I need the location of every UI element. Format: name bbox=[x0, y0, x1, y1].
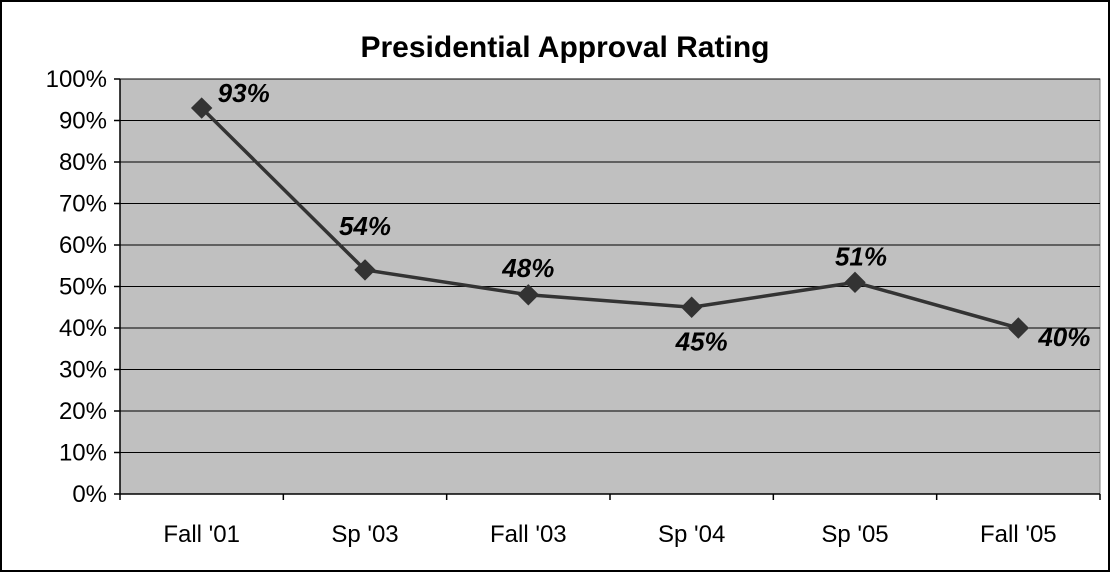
x-tick-label: Sp '04 bbox=[658, 521, 725, 548]
x-tick-label: Sp '03 bbox=[331, 521, 398, 548]
y-tick-label: 100% bbox=[46, 66, 107, 93]
y-tick-label: 50% bbox=[59, 274, 107, 301]
data-point-marker bbox=[517, 284, 540, 306]
x-tick-label: Fall '03 bbox=[490, 521, 567, 548]
data-point-marker bbox=[680, 296, 703, 318]
data-point-marker bbox=[844, 271, 866, 294]
gridlines bbox=[120, 78, 1100, 453]
data-label: 48% bbox=[501, 253, 554, 283]
y-tick-label: 0% bbox=[72, 481, 107, 508]
axes bbox=[114, 78, 1101, 500]
data-label: 54% bbox=[339, 211, 391, 241]
data-label: 93% bbox=[218, 78, 270, 108]
y-axis-tick-labels: 0% 10% 20% 30% 40% 50% 60% 70% 80% 90% 100% bbox=[46, 66, 107, 508]
data-label: 40% bbox=[1037, 322, 1090, 352]
y-tick-label: 30% bbox=[59, 357, 107, 384]
data-label: 45% bbox=[675, 326, 728, 356]
data-point-marker bbox=[1007, 317, 1030, 339]
y-tick-label: 60% bbox=[59, 232, 107, 259]
x-tick-label: Sp '05 bbox=[821, 521, 888, 548]
data-point-marker bbox=[354, 259, 376, 281]
data-markers bbox=[190, 97, 1030, 339]
x-tick-label: Fall '01 bbox=[163, 521, 240, 548]
y-tick-label: 40% bbox=[59, 315, 107, 342]
series-line bbox=[200, 106, 1019, 330]
y-tick-label: 10% bbox=[59, 440, 107, 467]
y-tick-label: 90% bbox=[59, 108, 107, 135]
y-tick-label: 80% bbox=[59, 149, 107, 176]
x-axis-tick-labels: Fall '01 Sp '03 Fall '03 Sp '04 Sp '05 Fall '… bbox=[163, 521, 1056, 548]
data-label: 51% bbox=[835, 241, 887, 271]
data-labels: 93% 54% 48% 45% 51% 40% bbox=[218, 78, 1091, 356]
y-tick-label: 70% bbox=[59, 191, 107, 218]
y-tick-label: 20% bbox=[59, 398, 107, 425]
data-point-marker bbox=[190, 97, 213, 119]
chart-title: Presidential Approval Rating bbox=[361, 31, 770, 64]
series-line-group bbox=[200, 106, 1019, 330]
x-tick-label: Fall '05 bbox=[980, 521, 1057, 548]
